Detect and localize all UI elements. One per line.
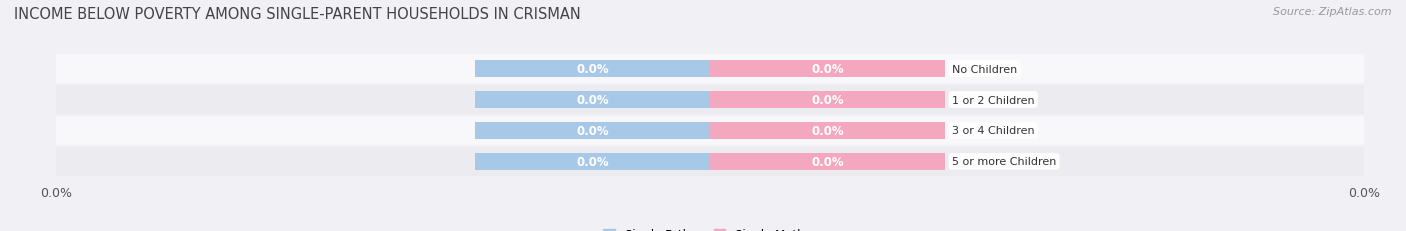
Text: No Children: No Children: [952, 64, 1017, 74]
Bar: [475, 92, 710, 109]
Text: 0.0%: 0.0%: [811, 155, 844, 168]
Text: Source: ZipAtlas.com: Source: ZipAtlas.com: [1274, 7, 1392, 17]
Text: INCOME BELOW POVERTY AMONG SINGLE-PARENT HOUSEHOLDS IN CRISMAN: INCOME BELOW POVERTY AMONG SINGLE-PARENT…: [14, 7, 581, 22]
Text: 0.0%: 0.0%: [576, 94, 609, 106]
Text: 0.0%: 0.0%: [576, 125, 609, 137]
Bar: [710, 61, 945, 78]
Bar: [56, 86, 1364, 114]
Legend: Single Father, Single Mother: Single Father, Single Mother: [599, 223, 821, 231]
Text: 0.0%: 0.0%: [576, 63, 609, 76]
Text: 0.0%: 0.0%: [576, 155, 609, 168]
Bar: [710, 153, 945, 170]
Text: 3 or 4 Children: 3 or 4 Children: [952, 126, 1035, 136]
Bar: [475, 153, 710, 170]
Bar: [56, 55, 1364, 83]
Bar: [56, 148, 1364, 176]
Bar: [475, 122, 710, 139]
Bar: [710, 122, 945, 139]
Text: 0.0%: 0.0%: [811, 125, 844, 137]
Text: 1 or 2 Children: 1 or 2 Children: [952, 95, 1035, 105]
Text: 0.0%: 0.0%: [811, 94, 844, 106]
Bar: [475, 61, 710, 78]
Text: 5 or more Children: 5 or more Children: [952, 157, 1056, 167]
Text: 0.0%: 0.0%: [811, 63, 844, 76]
Bar: [56, 117, 1364, 145]
Bar: [710, 92, 945, 109]
